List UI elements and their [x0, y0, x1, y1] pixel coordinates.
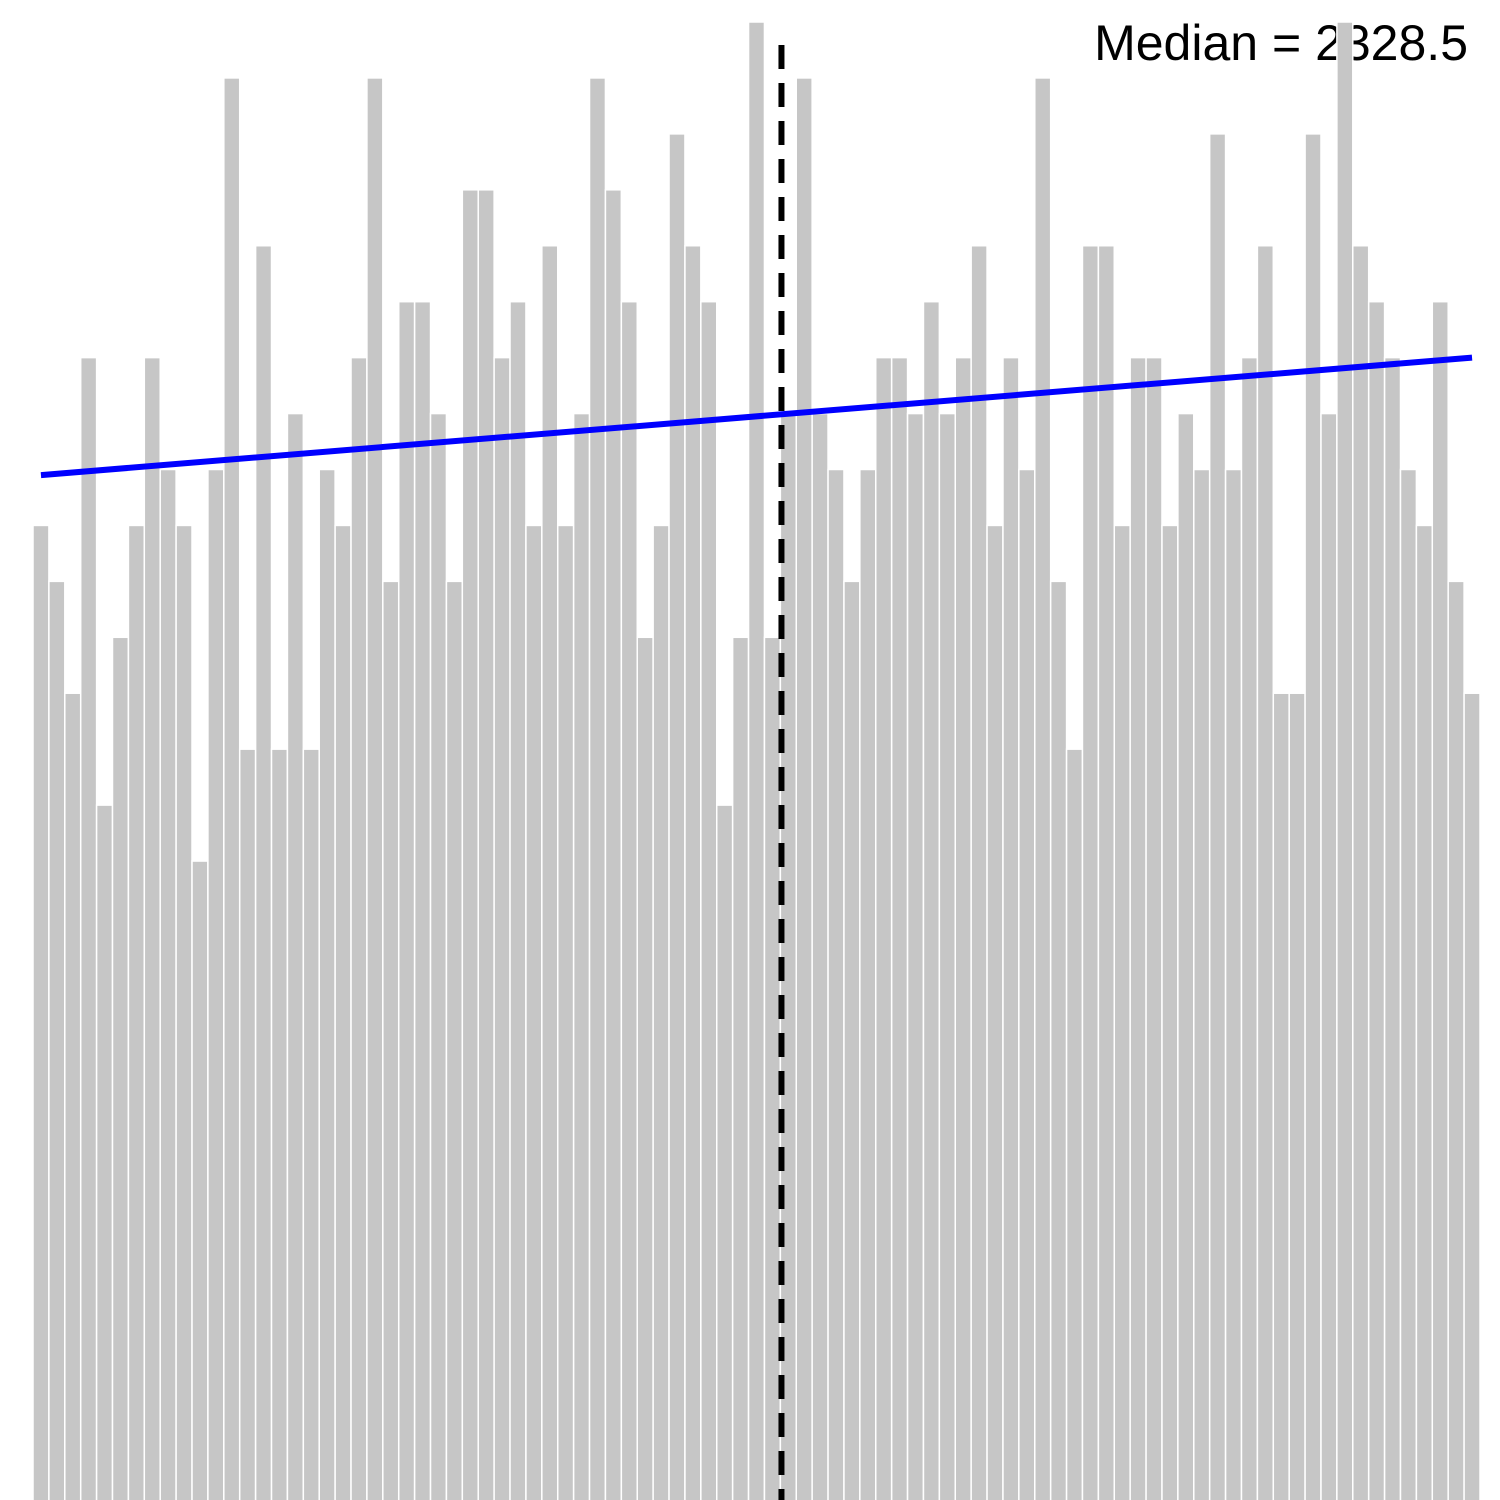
bar: [970, 244, 988, 1500]
bar: [318, 468, 336, 1500]
bar: [175, 524, 193, 1500]
bar: [350, 356, 368, 1500]
bar: [366, 77, 384, 1500]
bar: [1447, 580, 1465, 1500]
bar: [747, 21, 766, 1500]
bar: [700, 300, 718, 1500]
bar: [827, 468, 845, 1500]
bar: [525, 524, 543, 1500]
bar: [64, 692, 82, 1500]
bar: [270, 748, 289, 1500]
bar: [1002, 356, 1020, 1500]
bar: [1272, 692, 1290, 1500]
bar: [1367, 300, 1386, 1500]
bar: [111, 636, 130, 1500]
bar: [493, 356, 511, 1500]
bar: [1399, 468, 1418, 1500]
bar: [795, 77, 813, 1500]
bar: [48, 580, 66, 1500]
bar: [715, 804, 734, 1500]
bar: [588, 77, 607, 1500]
bar: [1463, 692, 1481, 1500]
bar: [1320, 412, 1338, 1500]
bar: [763, 636, 782, 1500]
bar: [1193, 468, 1211, 1500]
bar: [1256, 244, 1275, 1500]
bar: [238, 748, 257, 1500]
bar: [954, 356, 972, 1500]
bar: [1097, 244, 1116, 1500]
bar: [652, 524, 670, 1500]
bar: [668, 133, 686, 1500]
bar: [1145, 356, 1163, 1500]
bar: [445, 580, 464, 1500]
bar: [302, 748, 320, 1500]
bar: [95, 804, 114, 1500]
bar: [556, 524, 575, 1500]
bar: [223, 77, 241, 1500]
bar: [1288, 692, 1306, 1500]
bar: [1336, 21, 1354, 1500]
bar: [1018, 468, 1036, 1500]
bar: [684, 244, 702, 1500]
bar: [159, 468, 177, 1500]
bar: [731, 636, 750, 1500]
bar: [636, 636, 654, 1500]
bar: [254, 244, 273, 1500]
bar: [79, 356, 98, 1500]
bar: [1224, 468, 1243, 1500]
bar: [413, 300, 432, 1500]
bar: [334, 524, 352, 1500]
bar: [986, 524, 1004, 1500]
bar: [906, 412, 925, 1500]
bar: [429, 412, 448, 1500]
bar: [1081, 244, 1100, 1500]
bar: [32, 524, 50, 1500]
bar: [1065, 748, 1084, 1500]
bar: [1129, 356, 1147, 1500]
bar: [1352, 244, 1370, 1500]
bar: [811, 412, 829, 1500]
median-annotation: Median = 2328.5: [1094, 15, 1468, 71]
bar: [572, 412, 591, 1500]
bar: [875, 356, 893, 1500]
bar: [1431, 300, 1449, 1500]
bar: [1240, 356, 1259, 1500]
bar: [620, 300, 638, 1500]
trend-line: [40, 354, 1473, 479]
bar: [397, 300, 416, 1500]
bar: [1113, 524, 1131, 1500]
bar: [890, 356, 909, 1500]
bar: [604, 189, 623, 1500]
bar: [207, 468, 225, 1500]
bar: [1208, 133, 1227, 1500]
bar: [127, 524, 146, 1500]
bar: [1177, 412, 1195, 1500]
bar: [1383, 356, 1402, 1500]
bar: [938, 412, 957, 1500]
bar: [843, 580, 861, 1500]
bar: [1034, 77, 1052, 1500]
bar: [286, 412, 305, 1500]
bar: [477, 189, 495, 1500]
bar: [509, 300, 527, 1500]
bar: [143, 356, 161, 1500]
bar: [1161, 524, 1179, 1500]
bar: [191, 860, 209, 1500]
bar: [859, 468, 877, 1500]
bar: [922, 300, 941, 1500]
bar: [1304, 133, 1322, 1500]
bar: [461, 189, 479, 1500]
bar: [382, 580, 400, 1500]
bar: [1415, 524, 1434, 1500]
bar: [1049, 580, 1068, 1500]
